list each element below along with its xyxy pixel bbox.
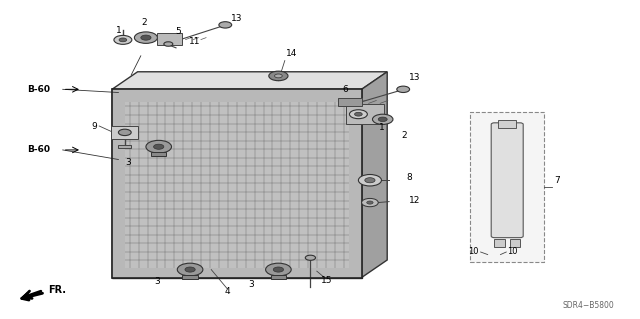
Circle shape	[349, 110, 367, 119]
Bar	[112, 89, 362, 278]
Circle shape	[266, 263, 291, 276]
Circle shape	[141, 35, 151, 40]
Text: 10: 10	[507, 247, 517, 256]
Text: 3: 3	[248, 280, 253, 289]
Text: 9: 9	[92, 122, 97, 130]
Circle shape	[362, 198, 378, 207]
Circle shape	[378, 117, 387, 122]
Circle shape	[372, 114, 393, 124]
Text: 15: 15	[321, 276, 332, 285]
Text: 10: 10	[468, 247, 479, 256]
FancyBboxPatch shape	[157, 33, 182, 45]
Circle shape	[269, 71, 288, 81]
Text: 5: 5	[175, 27, 180, 36]
FancyBboxPatch shape	[111, 126, 138, 139]
Bar	[509, 239, 520, 247]
Circle shape	[164, 42, 173, 46]
Bar	[494, 239, 504, 247]
Text: 4: 4	[225, 287, 230, 296]
Bar	[470, 112, 544, 262]
Text: 1: 1	[379, 123, 384, 132]
Text: 13: 13	[231, 14, 243, 23]
Text: 1: 1	[116, 26, 121, 35]
Circle shape	[367, 201, 373, 204]
Text: 3: 3	[155, 277, 160, 286]
Text: 2: 2	[141, 18, 147, 27]
Text: 13: 13	[409, 73, 420, 82]
Text: FR.: FR.	[22, 285, 66, 300]
Text: 2: 2	[402, 131, 407, 140]
Text: 12: 12	[409, 196, 420, 204]
FancyBboxPatch shape	[346, 104, 384, 124]
Polygon shape	[362, 72, 387, 278]
Text: B-60: B-60	[27, 145, 50, 154]
Text: 6: 6	[343, 85, 348, 94]
FancyBboxPatch shape	[492, 123, 524, 238]
Circle shape	[305, 255, 316, 260]
Bar	[112, 89, 362, 278]
Bar	[112, 268, 362, 278]
Circle shape	[275, 74, 282, 78]
Text: B-60: B-60	[27, 85, 50, 94]
Polygon shape	[112, 72, 387, 89]
Circle shape	[358, 174, 381, 186]
Bar	[151, 152, 166, 156]
Text: 3: 3	[125, 158, 131, 167]
Circle shape	[185, 267, 195, 272]
Text: 8: 8	[407, 173, 412, 182]
Text: 11: 11	[189, 37, 201, 46]
Circle shape	[118, 129, 131, 136]
Circle shape	[154, 144, 164, 149]
Circle shape	[119, 38, 127, 42]
Bar	[271, 275, 286, 279]
Circle shape	[219, 22, 232, 28]
Circle shape	[134, 32, 157, 43]
Circle shape	[397, 86, 410, 93]
Circle shape	[355, 112, 362, 116]
Text: 14: 14	[285, 49, 297, 58]
Circle shape	[146, 140, 172, 153]
FancyBboxPatch shape	[338, 98, 362, 106]
Circle shape	[177, 263, 203, 276]
Bar	[182, 275, 198, 279]
Circle shape	[114, 35, 132, 44]
Bar	[112, 89, 362, 102]
Bar	[349, 89, 362, 278]
Text: 7: 7	[554, 176, 559, 185]
Circle shape	[365, 178, 375, 183]
Bar	[112, 89, 125, 278]
Text: SDR4−B5800: SDR4−B5800	[563, 301, 614, 310]
Circle shape	[273, 267, 284, 272]
Bar	[499, 120, 516, 128]
Bar	[118, 145, 131, 148]
